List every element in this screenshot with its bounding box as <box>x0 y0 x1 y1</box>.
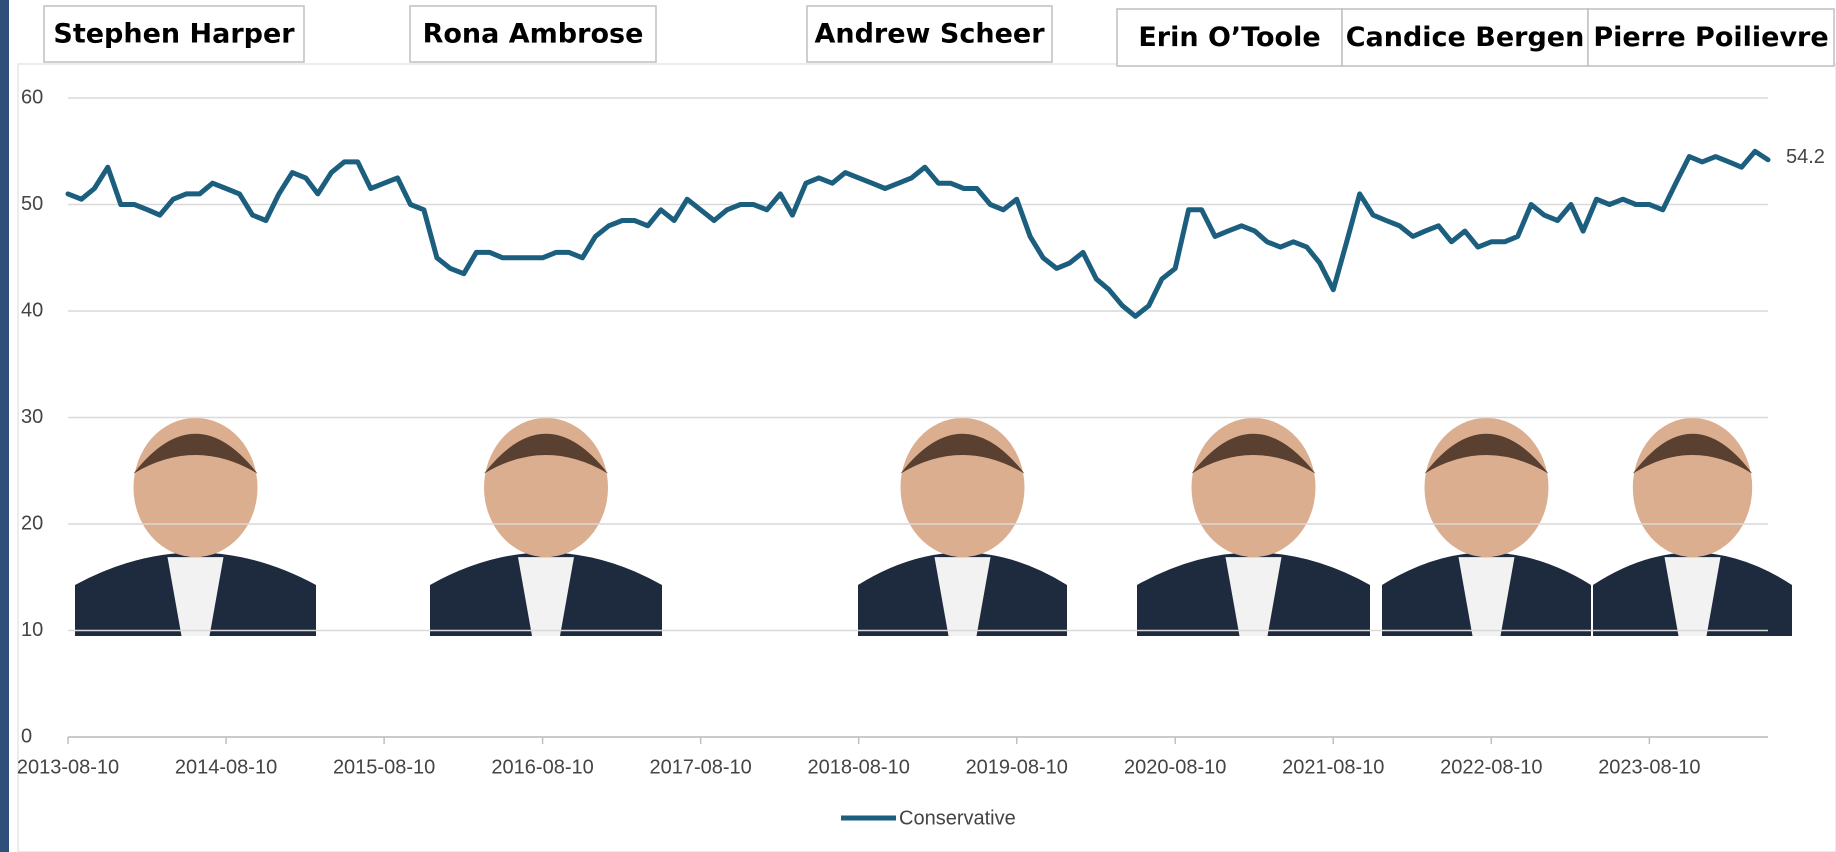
leader-photo <box>1382 417 1591 636</box>
y-tick-label: 20 <box>21 512 43 534</box>
leader-box <box>1587 8 1835 67</box>
leader-box <box>1341 8 1589 67</box>
x-tick-label: 2020-08-10 <box>1124 756 1226 778</box>
leader-photo <box>1593 417 1792 636</box>
leader-photo <box>1137 417 1370 636</box>
y-tick-label: 50 <box>21 193 43 215</box>
x-tick-label: 2013-08-10 <box>17 756 119 778</box>
x-tick-label: 2022-08-10 <box>1440 756 1542 778</box>
x-tick-label: 2021-08-10 <box>1282 756 1384 778</box>
leader-box <box>1116 8 1343 67</box>
y-tick-label: 40 <box>21 299 43 321</box>
photo-part <box>167 557 224 636</box>
leader-name: Candice Bergen <box>1346 22 1585 53</box>
leader-photo <box>430 417 662 636</box>
y-tick-label: 30 <box>21 406 43 428</box>
y-tick-label: 0 <box>21 725 32 747</box>
photo-part <box>934 557 991 636</box>
side-bar <box>0 0 9 852</box>
leader-name: Andrew Scheer <box>814 19 1045 50</box>
x-tick-label: 2016-08-10 <box>491 756 593 778</box>
leader-photo <box>75 417 316 636</box>
x-tick-label: 2019-08-10 <box>966 756 1068 778</box>
photo-part <box>1191 433 1316 474</box>
photo-part <box>1458 557 1515 636</box>
leader-name: Rona Ambrose <box>423 19 644 50</box>
leader-name: Pierre Poilievre <box>1593 22 1828 53</box>
photo-part <box>484 433 608 474</box>
leader-box <box>43 5 305 63</box>
chart-frame <box>17 63 1836 852</box>
photo-part <box>900 433 1025 474</box>
x-tick-label: 2017-08-10 <box>649 756 751 778</box>
leader-name: Stephen Harper <box>53 19 295 50</box>
x-tick-label: 2023-08-10 <box>1598 756 1700 778</box>
leader-box <box>806 5 1053 63</box>
legend-label: Conservative <box>899 807 1016 829</box>
photo-part <box>1664 557 1721 636</box>
leader-box <box>409 5 657 63</box>
end-value-label: 54.2 <box>1786 146 1825 168</box>
y-tick-label: 60 <box>21 86 43 108</box>
y-tick-label: 10 <box>21 619 43 641</box>
x-tick-label: 2015-08-10 <box>333 756 435 778</box>
photo-part <box>1225 557 1282 636</box>
photo-part <box>518 557 574 636</box>
x-tick-label: 2014-08-10 <box>175 756 277 778</box>
photo-part <box>1424 433 1549 474</box>
leader-name: Erin O’Toole <box>1138 22 1320 53</box>
x-tick-label: 2018-08-10 <box>808 756 910 778</box>
series-line <box>65 148 1771 319</box>
leader-photo <box>858 417 1067 636</box>
photo-part <box>1632 433 1753 474</box>
photo-part <box>133 433 258 474</box>
